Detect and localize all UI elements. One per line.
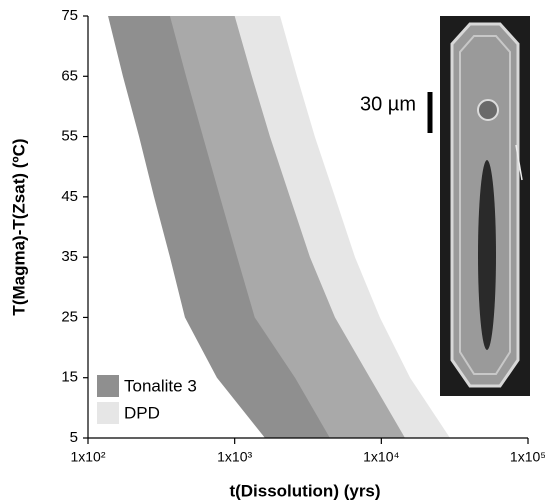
zircon-zone [459,35,511,375]
x-tick-label: 1x10⁵ [510,449,545,465]
scale-bar-label: 30 µm [360,93,416,115]
y-tick-label: 15 [61,369,78,386]
image-detail [515,144,523,181]
y-tick-label: 45 [61,188,78,205]
y-tick-label: 25 [61,308,78,325]
y-tick-label: 35 [61,248,78,265]
inset-image [440,16,530,396]
y-tick-label: 65 [61,67,78,84]
zircon-core [478,160,496,350]
y-tick-label: 75 [61,7,78,24]
band-area [169,16,451,438]
y-axis-title: T(Magma)-T(Zsat) (ºC) [9,138,28,315]
y-tick-label: 55 [61,128,78,145]
x-tick-label: 1x10³ [217,449,252,465]
legend-label: Tonalite 3 [124,376,197,395]
legend-swatch [97,402,119,424]
band-area [108,16,406,438]
x-tick-label: 1x10⁴ [363,449,399,465]
zircon-inclusion [477,99,499,121]
legend-label: DPD [124,403,160,422]
x-axis-title: t(Dissolution) (yrs) [229,481,380,500]
x-tick-label: 1x10² [70,449,105,465]
legend-swatch [97,375,119,397]
y-tick-label: 5 [70,429,78,446]
